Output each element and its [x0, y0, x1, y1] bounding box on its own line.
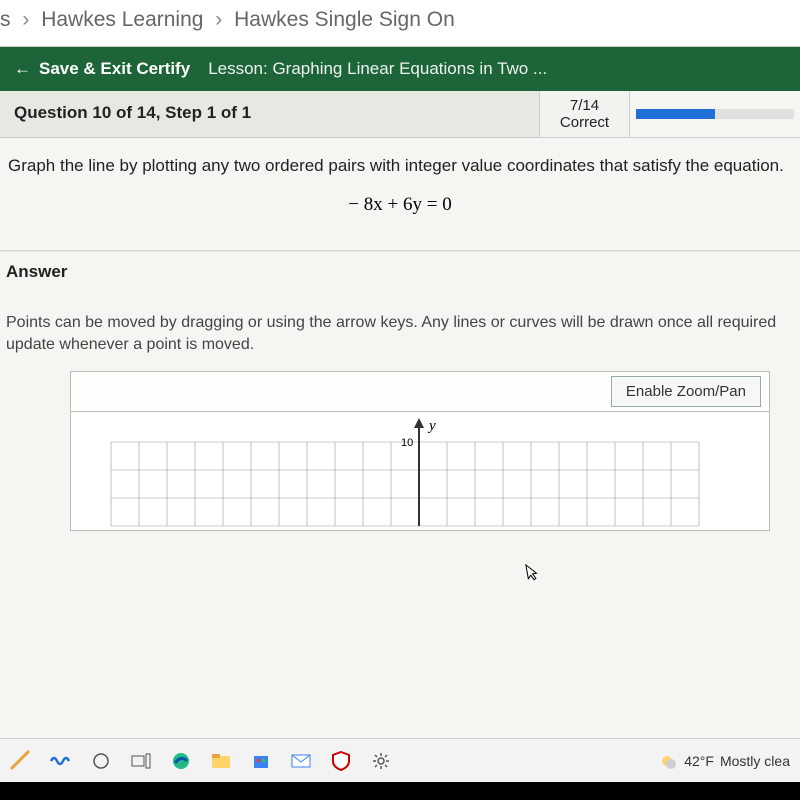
- score-fraction: 7/14: [548, 97, 621, 114]
- question-label: Question 10 of 14, Step 1 of 1: [0, 91, 540, 137]
- answer-instructions: Points can be moved by dragging or using…: [0, 292, 800, 365]
- answer-heading: Answer: [0, 251, 800, 292]
- progress-bar: [636, 109, 794, 119]
- store-icon[interactable]: [250, 750, 272, 772]
- weather-widget[interactable]: 42°F Mostly clea: [656, 750, 790, 772]
- progress-container: [630, 91, 800, 137]
- circle-icon[interactable]: [90, 750, 112, 772]
- mcafee-icon[interactable]: [330, 750, 352, 772]
- breadcrumb-item[interactable]: Hawkes Learning: [41, 8, 203, 31]
- svg-text:y: y: [427, 418, 436, 434]
- taskbar-left: [10, 750, 392, 772]
- task-view-icon[interactable]: [130, 750, 152, 772]
- wave-icon[interactable]: [50, 750, 72, 772]
- lesson-title: Lesson: Graphing Linear Equations in Two…: [208, 59, 547, 79]
- score-box: 7/14 Correct: [540, 91, 630, 137]
- question-status-row: Question 10 of 14, Step 1 of 1 7/14 Corr…: [0, 91, 800, 138]
- question-prompt: Graph the line by plotting any two order…: [0, 138, 800, 186]
- svg-text:10: 10: [401, 437, 413, 449]
- back-arrow-icon[interactable]: ←: [14, 59, 31, 79]
- chevron-right-icon: ›: [22, 8, 29, 31]
- weather-desc: Mostly clea: [720, 753, 790, 769]
- screen-bezel: [0, 782, 800, 800]
- pen-icon[interactable]: [10, 750, 32, 772]
- graph-grid[interactable]: y 10: [71, 412, 770, 531]
- weather-sun-icon: [656, 750, 678, 772]
- chevron-right-icon: ›: [215, 8, 222, 31]
- progress-bar-fill: [636, 109, 715, 119]
- lesson-header-bar: ← Save & Exit Certify Lesson: Graphing L…: [0, 47, 800, 91]
- graph-canvas[interactable]: y 10: [70, 411, 770, 531]
- enable-zoom-pan-button[interactable]: Enable Zoom/Pan: [611, 376, 761, 407]
- weather-temp: 42°F: [684, 753, 714, 769]
- gear-icon[interactable]: [370, 750, 392, 772]
- chart-container: Enable Zoom/Pan y 10: [70, 371, 770, 531]
- score-correct-label: Correct: [548, 114, 621, 131]
- pointer-cursor-icon: [520, 560, 545, 592]
- save-exit-button[interactable]: Save & Exit Certify: [39, 59, 190, 79]
- breadcrumb: s › Hawkes Learning › Hawkes Single Sign…: [0, 0, 800, 47]
- explorer-icon[interactable]: [210, 750, 232, 772]
- edge-icon[interactable]: [170, 750, 192, 772]
- breadcrumb-item[interactable]: Hawkes Single Sign On: [234, 8, 455, 31]
- windows-taskbar[interactable]: 42°F Mostly clea: [0, 738, 800, 782]
- breadcrumb-item[interactable]: s: [0, 8, 11, 31]
- mail-icon[interactable]: [290, 750, 312, 772]
- chart-toolbar: Enable Zoom/Pan: [70, 371, 770, 411]
- equation: − 8x + 6y = 0: [0, 186, 800, 246]
